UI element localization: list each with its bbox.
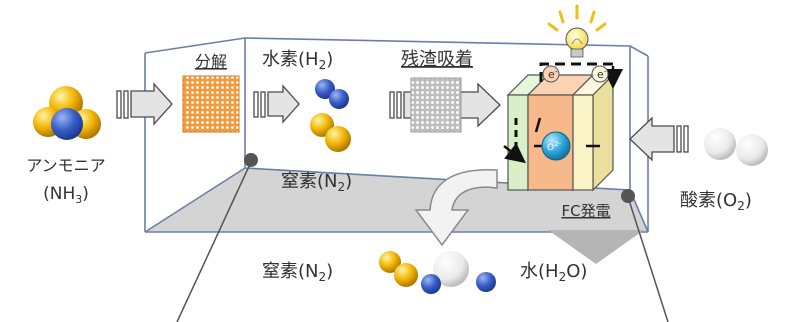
exhaust-arrow: [414, 169, 498, 247]
light-bulb-icon: [547, 4, 607, 58]
decomposition-label: 分解: [195, 52, 227, 71]
feed-arrow: [116, 82, 173, 126]
anode: [507, 94, 529, 191]
callout-left: [176, 153, 258, 322]
callout-right: [621, 189, 669, 322]
decomposition-catalyst: [182, 75, 240, 133]
svg-text:O2-: O2-: [547, 140, 562, 153]
water-label: 水(H2O): [520, 261, 587, 284]
fc-power-label: FC発電: [561, 202, 610, 220]
electron-badge-left: e-: [542, 65, 560, 83]
ammonia-formula: (NH3): [43, 184, 89, 206]
nitrogen-out-molecule-icon: [379, 251, 418, 287]
hydrogen-label: 水素(H2): [262, 49, 333, 72]
adsorbent-block: [410, 77, 462, 133]
cathode: [572, 94, 594, 191]
oxygen-arrow: [629, 116, 689, 162]
svg-text:e-: e-: [548, 67, 558, 81]
oxide-ion-icon: O2-: [541, 131, 571, 161]
hydrogen-molecule-icon: [310, 113, 351, 152]
oxygen-label: 酸素(O2): [680, 190, 752, 213]
floor-shadow: [548, 230, 644, 264]
nitrogen-inside-label: 窒素(N2): [281, 171, 352, 194]
residue-adsorption-label: 残渣吸着: [401, 49, 473, 70]
nitrogen-molecule-icon: [315, 79, 349, 109]
ammonia-molecule-icon: [33, 86, 101, 140]
water-molecule-icon: [421, 251, 496, 294]
nitrogen-out-label: 窒素(N2): [262, 261, 333, 284]
ammonia-label: アンモニア: [26, 156, 105, 175]
oxygen-molecule-icon: [704, 128, 768, 166]
electron-badge-right: e-: [591, 65, 609, 83]
hydrogen-arrow: [253, 84, 300, 124]
svg-text:e-: e-: [597, 67, 607, 81]
